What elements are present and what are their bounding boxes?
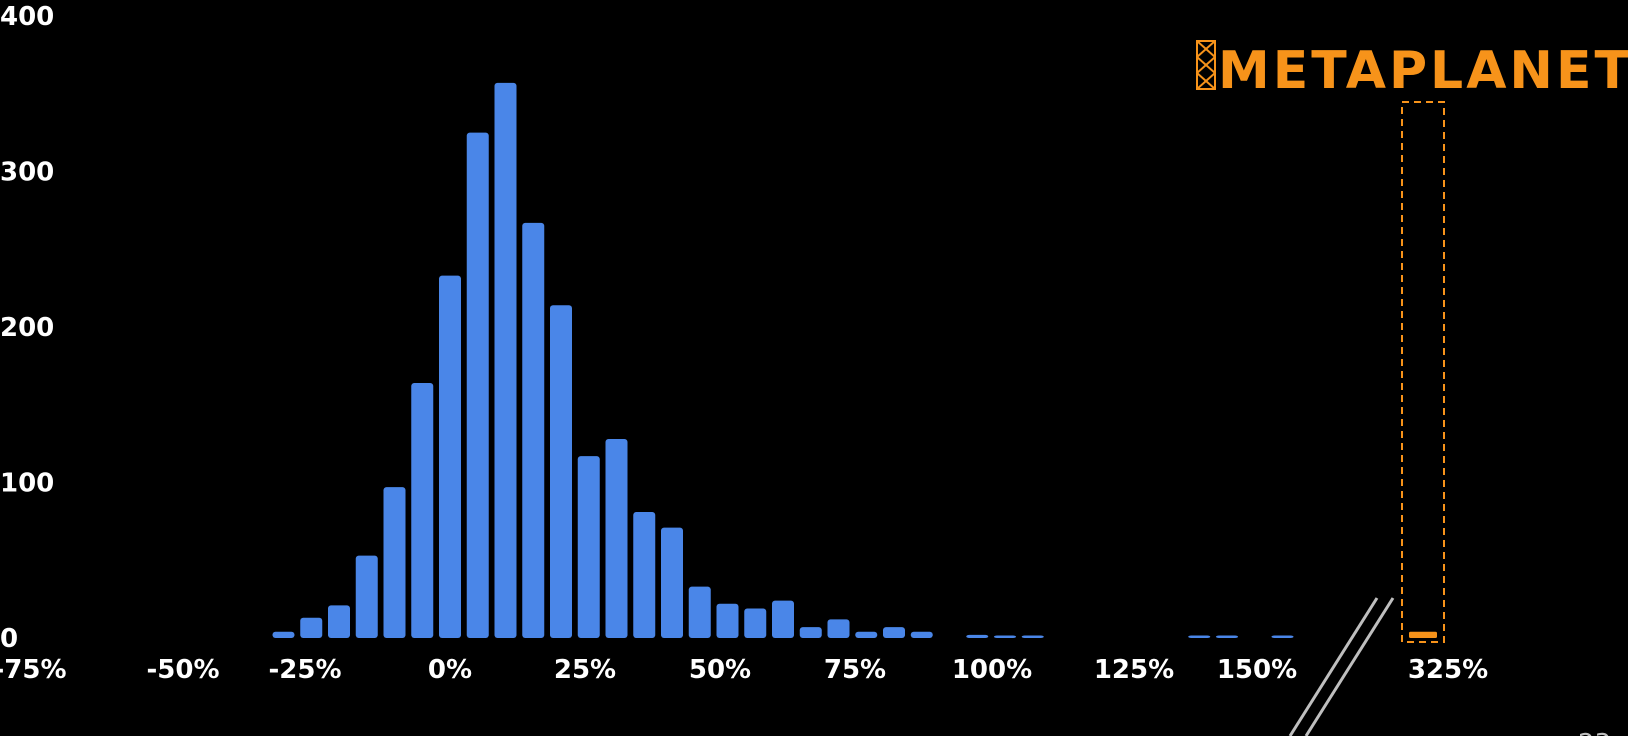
x-tick-label: -25%: [268, 655, 341, 685]
histogram-bar: [550, 305, 572, 638]
y-tick-label: 400: [0, 2, 54, 32]
bars: [272, 82, 1294, 639]
x-tick-label: 125%: [1094, 655, 1174, 685]
histogram-bar: [716, 603, 739, 638]
histogram-bar: [883, 627, 905, 638]
x-tick-label: 150%: [1217, 655, 1297, 685]
y-tick-label: 100: [0, 469, 54, 499]
histogram-bar: [966, 634, 989, 638]
histogram-bar: [994, 635, 1016, 638]
logo-tower-icon: [1196, 40, 1216, 90]
histogram-bar: [328, 605, 350, 638]
histogram-bar: [577, 456, 600, 638]
histogram-bar: [494, 82, 517, 639]
histogram-bar: [688, 586, 711, 638]
histogram-bar: [633, 512, 656, 638]
axis-break-line: [1304, 597, 1395, 736]
x-tick-label: 75%: [824, 655, 886, 685]
y-tick-label: 200: [0, 313, 54, 343]
histogram-bar: [1271, 635, 1294, 638]
histogram-bar-highlight: [1409, 631, 1437, 638]
axis-break-marker: [1288, 597, 1395, 736]
histogram-bar: [605, 438, 628, 638]
highlight-group: [1401, 101, 1445, 643]
histogram-bar: [1021, 635, 1044, 638]
histogram-bar: [855, 631, 878, 638]
histogram-bar: [411, 382, 434, 638]
histogram-bar: [772, 600, 794, 638]
histogram-bar: [661, 527, 683, 638]
histogram-bar: [439, 275, 461, 638]
x-tick-label-highlight: 325%: [1408, 655, 1488, 685]
x-tick-label: 0%: [428, 655, 472, 685]
x-tick-label: 25%: [554, 655, 616, 685]
x-tick-label: 100%: [952, 655, 1032, 685]
histogram-bar: [355, 555, 378, 638]
metaplanet-logo: METAPLANET: [1196, 40, 1628, 101]
histogram-bar: [466, 132, 489, 638]
y-axis-ticks: 0 100 200 300 400: [0, 2, 54, 654]
histogram-bar: [1188, 635, 1211, 638]
y-tick-label: 0: [0, 624, 18, 654]
x-tick-label: -50%: [146, 655, 219, 685]
y-tick-label: 300: [0, 158, 54, 188]
histogram-bar: [1216, 635, 1238, 638]
histogram-bar: [827, 619, 850, 638]
x-tick-label: -75%: [0, 655, 67, 685]
x-axis-ticks: -75% -50% -25% 0% 25% 50% 75% 100% 125% 150% 325%: [0, 655, 1488, 685]
logo-wordmark: METAPLANET: [1218, 41, 1628, 101]
x-tick-label: 50%: [689, 655, 751, 685]
highlight-box: [1401, 101, 1445, 643]
page-number: 23: [1578, 729, 1611, 736]
histogram-bar: [799, 627, 822, 638]
histogram-bar: [910, 631, 933, 638]
histogram-bar: [300, 617, 323, 638]
axis-break-line: [1288, 597, 1379, 736]
histogram-bar: [383, 487, 406, 638]
histogram-bar: [744, 608, 767, 638]
histogram-bar: [522, 222, 545, 638]
histogram-bar: [272, 631, 295, 638]
